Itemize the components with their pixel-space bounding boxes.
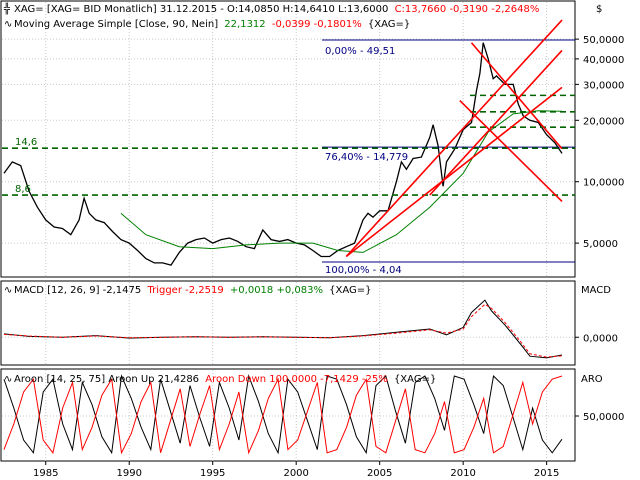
macd-tick-label: 0,0000 — [583, 333, 618, 344]
macd-series-group — [2, 299, 575, 359]
time-tick-label: 1985 — [33, 468, 58, 479]
time-axis: 1985 1990 1995 2000 2005 2010 2015 — [33, 461, 559, 479]
aroon-legend: ∿ Aroon [14, 25, 75] Aroon Up 21,4286 Ar… — [4, 374, 436, 385]
time-tick-label: 2000 — [283, 468, 308, 479]
price-legend-text: XAG= [XAG= BID Monatlich] 31.12.2015 - O… — [14, 4, 388, 15]
svg-text:MACD [12, 26, 9] -2,1475: MACD [12, 26, 9] -2,1475 Trigger -2,2519… — [14, 285, 372, 296]
fib-76-label: 76,40% - 14,779 — [325, 152, 408, 163]
aroon-tick-label: 50,0000 — [583, 412, 624, 423]
ma-legend-value: 22,1312 — [224, 19, 265, 30]
price-tick-label: 10,0000 — [583, 178, 624, 189]
price-tick-label: 50,0000 — [583, 35, 624, 46]
svg-text:XAG= [XAG= BID Monatlich] 31.1: XAG= [XAG= BID Monatlich] 31.12.2015 - O… — [14, 4, 539, 15]
time-tick-label: 1990 — [116, 468, 141, 479]
fib-0-label: 0,00% - 49,51 — [325, 46, 395, 57]
price-tick-label: 20,0000 — [583, 116, 624, 127]
macd-panel — [0, 280, 576, 366]
svg-text:Aroon [14, 25, 75] Aroon Up 21: Aroon [14, 25, 75] Aroon Up 21,4286 Aroo… — [14, 374, 436, 385]
macd-legend-tag: {XAG=} — [329, 285, 371, 296]
macd-legend: ∿ MACD [12, 26, 9] -2,1475 Trigger -2,25… — [4, 285, 372, 296]
price-legend-close: C:13,7660 -0,3190 -2,2648% — [395, 4, 540, 15]
time-tick-label: 2005 — [367, 468, 392, 479]
price-line — [3, 42, 563, 266]
svg-text:Moving Average Simple [Close,: Moving Average Simple [Close, 90, Nein] … — [14, 19, 410, 30]
aroon-legend-tag: {XAG=} — [394, 374, 436, 385]
overlay-group — [2, 19, 575, 263]
time-tick-label: 2010 — [450, 468, 475, 479]
bar-chart-icon: ╬ — [4, 2, 11, 15]
sub-axes: 0,0000 50,0000 — [575, 333, 624, 423]
aroon-panel — [0, 368, 576, 462]
ma-legend-text: Moving Average Simple [Close, 90, Nein] — [14, 19, 218, 30]
channel-mid-line — [429, 49, 563, 196]
time-tick-label: 2015 — [534, 468, 559, 479]
macd-line — [3, 299, 563, 359]
line-icon: ∿ — [4, 374, 12, 385]
downtrend-lower-line — [459, 99, 563, 203]
price-panel — [0, 0, 576, 278]
currency-label: $ — [596, 4, 602, 15]
aroon-series-group — [2, 374, 575, 455]
ma-legend-change: -0,0399 -0,1801% — [272, 19, 362, 30]
macd-axis-title: MACD — [581, 285, 611, 296]
fib-100-label: 100,00% - 4,04 — [325, 265, 402, 276]
macd-legend-trigger: Trigger -2,2519 — [146, 285, 223, 296]
line-icon: ∿ — [4, 285, 12, 296]
time-tick-label: 1995 — [200, 468, 225, 479]
line-icon: ∿ — [4, 19, 12, 30]
price-tick-label: 40,0000 — [583, 55, 624, 66]
ma-legend-tag: {XAG=} — [368, 19, 410, 30]
trigger-line — [3, 303, 563, 358]
ma-legend: ∿ Moving Average Simple [Close, 90, Nein… — [4, 19, 410, 30]
channel-lower-line — [345, 86, 563, 258]
aroon-down-line — [3, 375, 563, 455]
price-tick-label: 5,0000 — [583, 239, 618, 250]
price-legend: ╬ XAG= [XAG= BID Monatlich] 31.12.2015 -… — [4, 2, 539, 15]
aroon-legend-text: Aroon [14, 25, 75] Aroon Up 21,4286 — [14, 374, 199, 385]
level-8-6-label: 8,6 — [15, 184, 31, 195]
macd-legend-change: +0,0018 +0,083% — [230, 285, 323, 296]
level-14-6-label: 14,6 — [15, 137, 37, 148]
macd-legend-text: MACD [12, 26, 9] -2,1475 — [14, 285, 141, 296]
aroon-axis-title: ARO — [581, 374, 603, 385]
price-axis: 50,0000 40,0000 30,0000 20,0000 10,0000 5,000… — [575, 35, 624, 250]
channel-upper-line — [345, 19, 563, 258]
aroon-legend-down: Aroon Down 100,0000 -7,1429 -25% — [205, 374, 388, 385]
price-tick-label: 30,0000 — [583, 80, 624, 91]
downtrend-upper-line — [470, 42, 563, 150]
